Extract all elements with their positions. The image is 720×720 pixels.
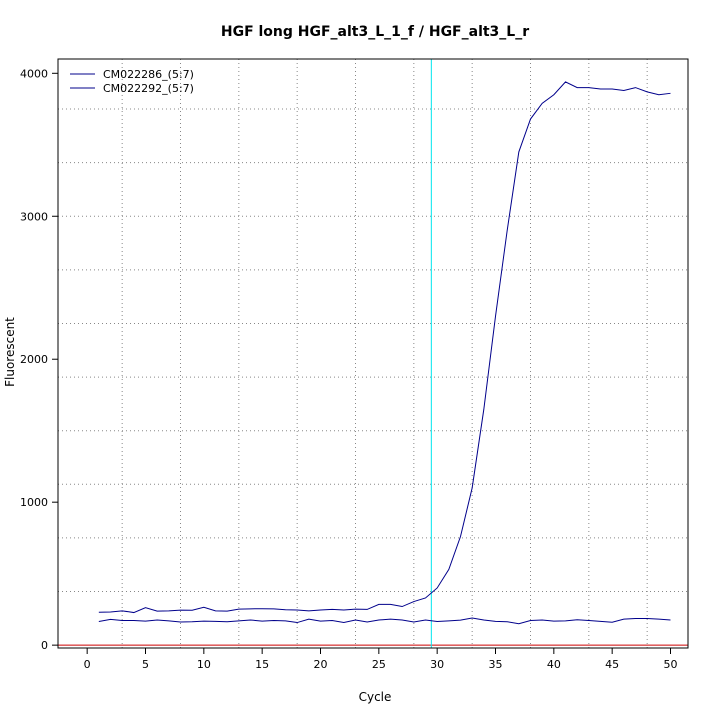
- series-layer: [98, 81, 671, 625]
- x-tick-label: 45: [605, 658, 619, 671]
- x-tick-label: 40: [547, 658, 561, 671]
- y-tick-label: 1000: [20, 496, 48, 509]
- legend-label-2: CM022292_(5:7): [103, 82, 194, 95]
- x-tick-label: 5: [142, 658, 149, 671]
- y-axis-label: Fluorescent: [3, 317, 17, 387]
- x-tick-label: 25: [372, 658, 386, 671]
- y-tick-label: 2000: [20, 353, 48, 366]
- x-axis-label: Cycle: [359, 690, 392, 704]
- x-tick-label: 35: [489, 658, 503, 671]
- legend: CM022286_(5:7) CM022292_(5:7): [70, 68, 194, 95]
- legend-label-1: CM022286_(5:7): [103, 68, 194, 81]
- grid: [58, 59, 688, 648]
- y-tick-label: 3000: [20, 210, 48, 223]
- plot-frame: [57, 58, 689, 649]
- x-tick-label: 0: [84, 658, 91, 671]
- axes: 0 5 10 15 20 25 30 35 40 45 50 0 1000 2000 3000 4000: [20, 67, 678, 671]
- x-tick-label: 30: [430, 658, 444, 671]
- x-tick-label: 50: [664, 658, 678, 671]
- series-line-2: [98, 617, 671, 625]
- x-tick-label: 20: [314, 658, 328, 671]
- x-tick-label: 15: [255, 658, 269, 671]
- x-tick-label: 10: [197, 658, 211, 671]
- series-line-1: [98, 81, 671, 614]
- y-tick-label: 0: [41, 639, 48, 652]
- y-tick-label: 4000: [20, 67, 48, 80]
- chart-title: HGF long HGF_alt3_L_1_f / HGF_alt3_L_r: [221, 24, 529, 40]
